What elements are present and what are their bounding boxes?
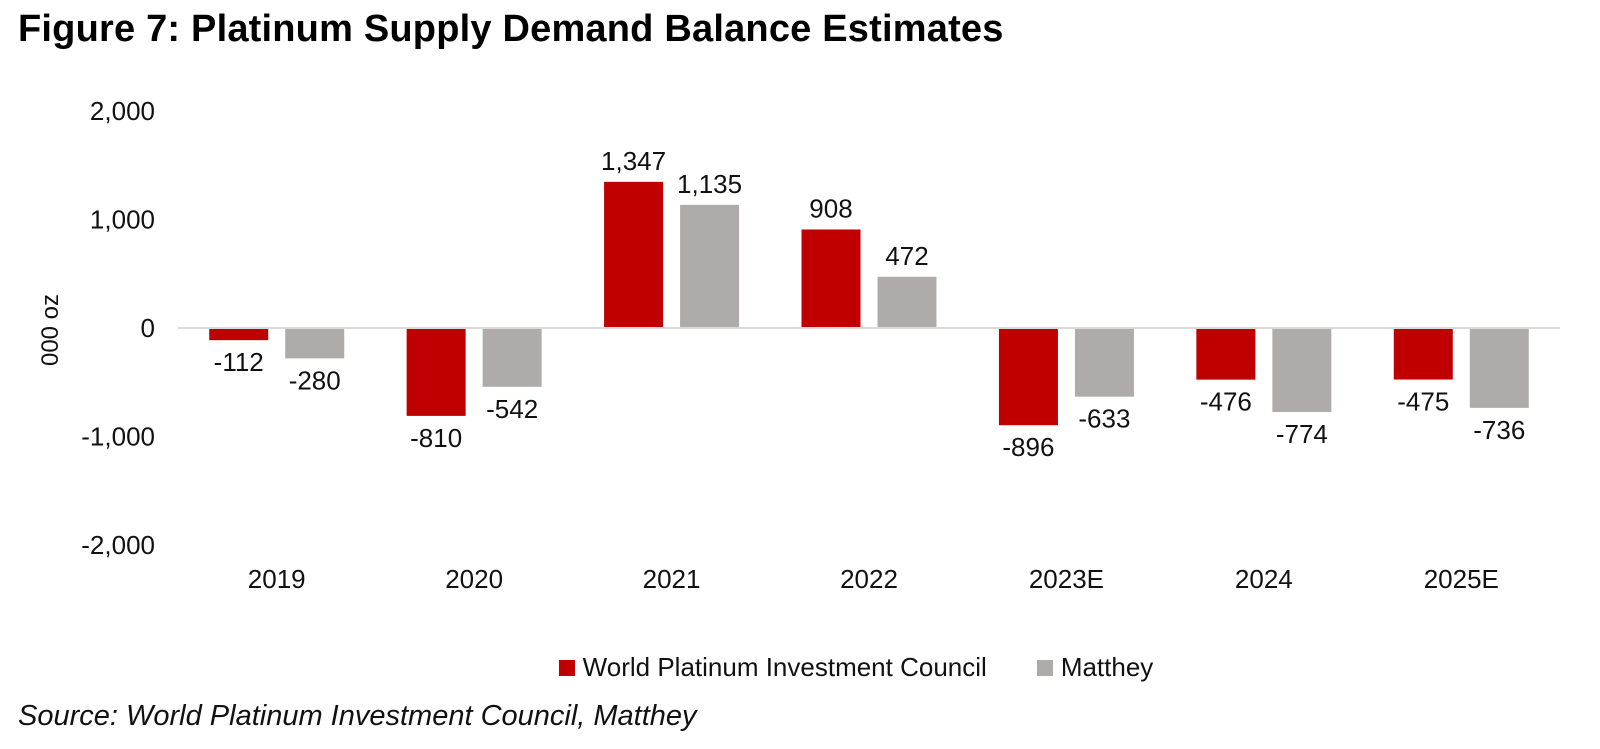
data-label-matthey-2019: -280 bbox=[289, 365, 341, 395]
data-label-wpic-2020: -810 bbox=[410, 423, 462, 453]
bar-wpic-2025E bbox=[1393, 328, 1453, 380]
bar-matthey-2021 bbox=[680, 204, 740, 328]
data-labels: -112 -280 -810 -542 1,347 1,135 908 472 -896 -633… bbox=[214, 146, 1526, 462]
source-note: Source: World Platinum Investment Counci… bbox=[18, 700, 697, 732]
data-label-wpic-2022: 908 bbox=[809, 193, 852, 223]
x-axis-ticks: 2019 2020 2021 2022 2023E 2024 2025E bbox=[248, 564, 1499, 594]
bar-matthey-2025E bbox=[1469, 328, 1529, 408]
data-label-wpic-2019: -112 bbox=[214, 347, 264, 377]
data-label-matthey-2025E: -736 bbox=[1473, 415, 1525, 445]
x-tick-label: 2019 bbox=[248, 564, 306, 594]
bar-series bbox=[209, 181, 1529, 426]
x-tick-label: 2021 bbox=[643, 564, 701, 594]
bar-matthey-2020 bbox=[482, 328, 542, 387]
x-tick-label: 2023E bbox=[1029, 564, 1104, 594]
bar-wpic-2019 bbox=[209, 328, 269, 341]
x-tick-label: 2020 bbox=[445, 564, 503, 594]
data-label-wpic-2023E: -896 bbox=[1002, 432, 1054, 462]
data-label-matthey-2023E: -633 bbox=[1078, 404, 1130, 434]
bar-matthey-2019 bbox=[285, 328, 345, 359]
legend-label-matthey: Matthey bbox=[1060, 652, 1154, 682]
legend-item-matthey: Matthey bbox=[1036, 652, 1154, 683]
x-tick-label: 2024 bbox=[1235, 564, 1293, 594]
data-label-matthey-2020: -542 bbox=[486, 394, 538, 424]
legend-swatch-wpic bbox=[558, 659, 575, 676]
y-axis-ticks: 2,000 1,000 0 -1,000 -2,000 bbox=[81, 96, 155, 560]
bar-wpic-2020 bbox=[406, 328, 466, 416]
y-tick-label: -1,000 bbox=[81, 422, 155, 452]
y-tick-label: 2,000 bbox=[90, 96, 155, 126]
x-tick-label: 2022 bbox=[840, 564, 898, 594]
y-tick-label: -2,000 bbox=[81, 530, 155, 560]
bar-wpic-2024 bbox=[1196, 328, 1256, 380]
legend: World Platinum Investment Council Matthe… bbox=[0, 652, 1600, 683]
data-label-matthey-2024: -774 bbox=[1276, 419, 1328, 449]
data-label-wpic-2025E: -475 bbox=[1397, 387, 1449, 417]
bar-matthey-2022 bbox=[877, 276, 937, 328]
data-label-matthey-2021: 1,135 bbox=[677, 169, 742, 199]
data-label-wpic-2024: -476 bbox=[1200, 387, 1252, 417]
bar-wpic-2021 bbox=[604, 181, 664, 328]
chart-title: Figure 7: Platinum Supply Demand Balance… bbox=[18, 8, 1004, 50]
y-tick-label: 1,000 bbox=[90, 205, 155, 235]
bar-wpic-2023E bbox=[998, 328, 1058, 426]
y-tick-label: 0 bbox=[141, 313, 155, 343]
x-tick-label: 2025E bbox=[1424, 564, 1499, 594]
legend-swatch-matthey bbox=[1036, 659, 1053, 676]
data-label-matthey-2022: 472 bbox=[885, 241, 928, 271]
bar-wpic-2022 bbox=[801, 229, 861, 328]
bar-matthey-2023E bbox=[1074, 328, 1134, 397]
legend-item-wpic: World Platinum Investment Council bbox=[447, 652, 987, 683]
y-axis-label: 000 oz bbox=[37, 294, 64, 366]
data-label-wpic-2021: 1,347 bbox=[601, 146, 666, 176]
bar-matthey-2024 bbox=[1272, 328, 1332, 412]
legend-label-wpic: World Platinum Investment Council bbox=[582, 652, 987, 682]
